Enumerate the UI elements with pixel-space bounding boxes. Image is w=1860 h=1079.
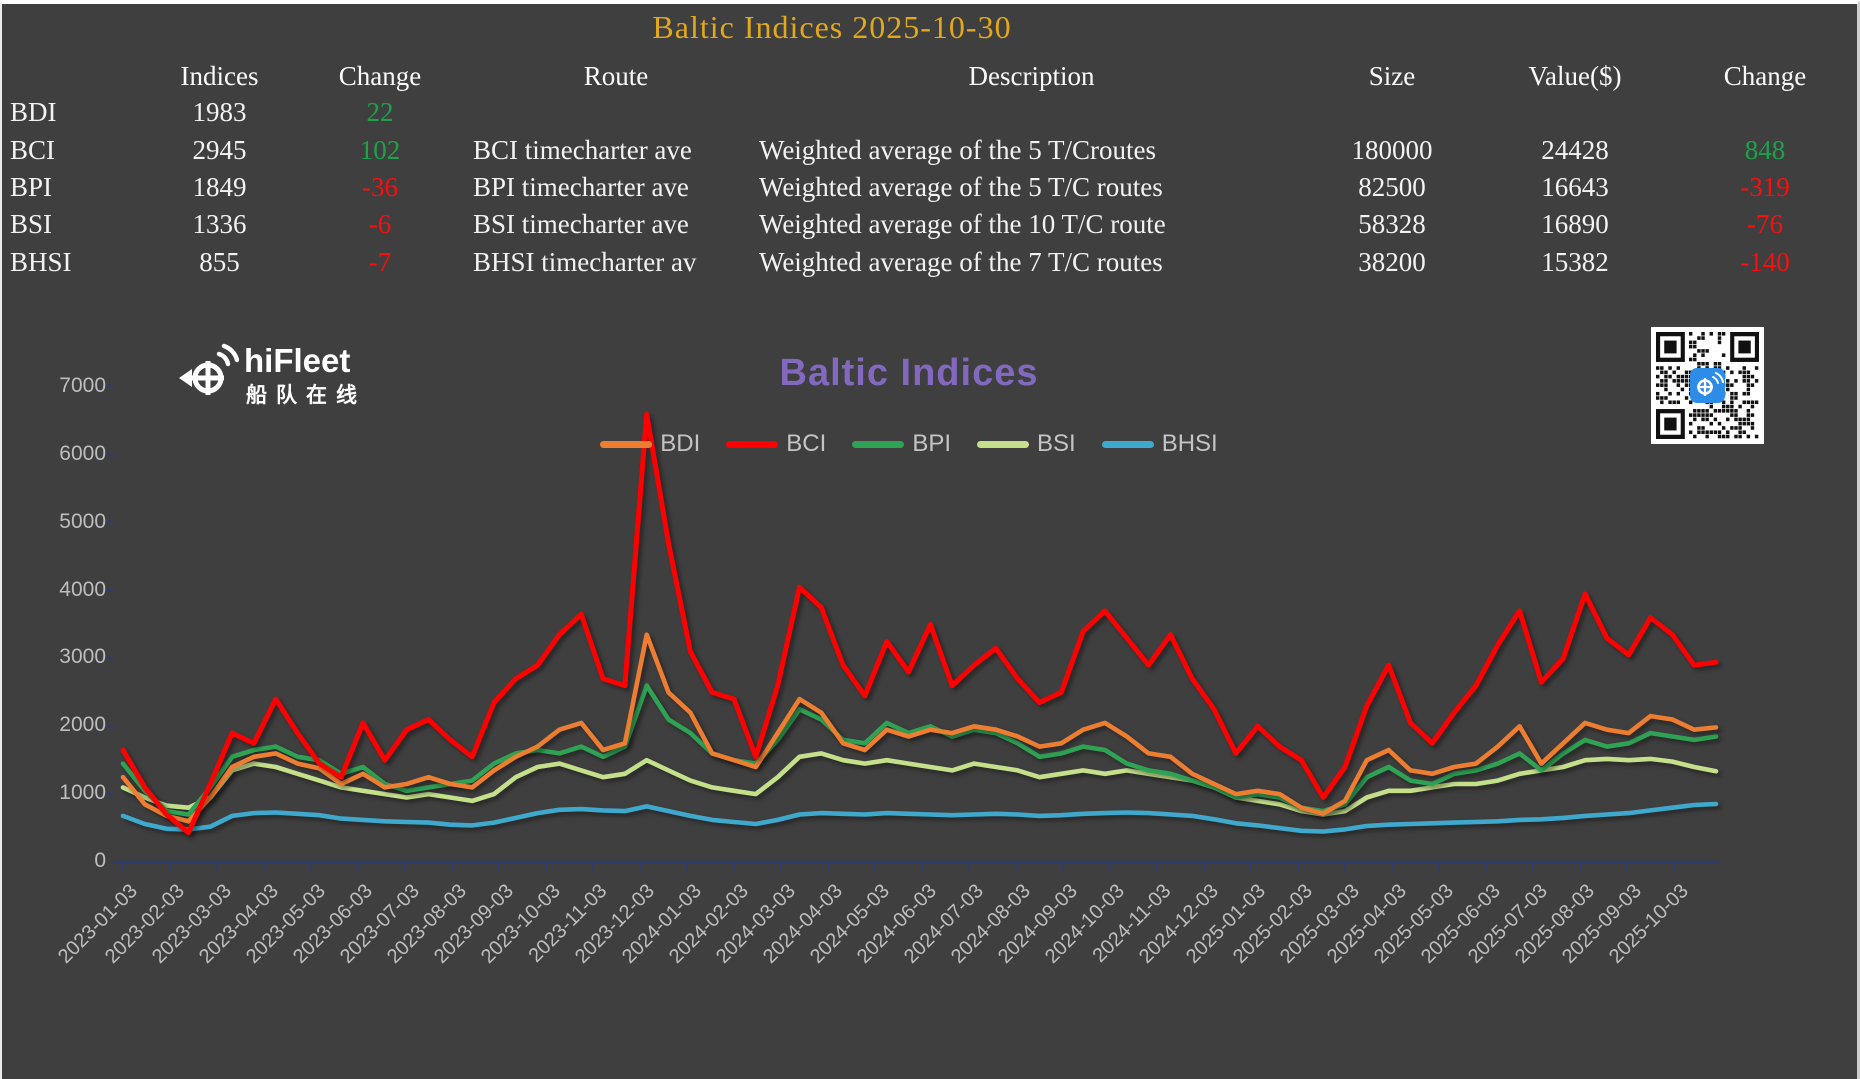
legend-label: BHSI [1161, 430, 1218, 457]
series-line-BPI [120, 683, 1719, 817]
hifleet-logo: hiFleet 船队在线 [177, 340, 477, 410]
row-size: 58328 [1358, 209, 1426, 239]
legend-item-BPI: BPI [852, 430, 951, 458]
series-line-BDI [120, 632, 1719, 824]
row-size: 180000 [1351, 135, 1433, 165]
row-size: 82500 [1358, 172, 1426, 202]
legend-marker-icon [852, 440, 905, 448]
row-value: 24428 [1541, 135, 1609, 165]
row-index-name: BSI [10, 209, 53, 239]
y-tick-label: 5000 [59, 509, 106, 533]
legend-label: BPI [912, 430, 951, 457]
legend-label: BSI [1037, 430, 1076, 457]
row-route: BCI timecharter ave [473, 135, 692, 165]
y-tick-label: 1000 [59, 781, 106, 805]
row-index-change: 22 [366, 97, 394, 127]
row-description: Weighted average of the 5 T/Croutes [759, 135, 1156, 165]
legend-item-BHSI: BHSI [1101, 430, 1218, 458]
row-index-name: BCI [10, 135, 56, 165]
row-size: 38200 [1358, 247, 1426, 277]
hifleet-logo-icon [179, 343, 240, 395]
row-index-value: 1849 [192, 172, 247, 202]
chart-legend: BDI BCI BPI BSI BHSI [2, 430, 1816, 458]
page-title: Baltic Indices 2025-10-30 [652, 9, 1012, 45]
col-header-size: Size [1368, 61, 1416, 91]
y-tick-label: 7000 [59, 374, 106, 397]
legend-marker-icon [726, 440, 779, 448]
col-header-indices: Indices [180, 61, 259, 91]
row-route: BPI timecharter ave [473, 172, 689, 202]
row-value: 15382 [1541, 247, 1609, 277]
chart-title: Baltic Indices [779, 352, 1039, 394]
row-description: Weighted average of the 7 T/C routes [759, 247, 1163, 277]
row-description: Weighted average of the 5 T/C routes [759, 172, 1163, 202]
row-index-value: 2945 [192, 135, 247, 165]
y-tick-label: 0 [94, 849, 106, 872]
table-row: BHSI 855 -7 BHSI timecharter av Weighted… [2, 244, 1857, 281]
row-description: Weighted average of the 10 T/C route [759, 209, 1166, 239]
legend-item-BDI: BDI [600, 430, 700, 458]
row-route: BSI timecharter ave [473, 209, 689, 239]
row-index-change: -36 [362, 172, 398, 202]
legend-label: BDI [660, 430, 701, 457]
col-header-value: Value($) [1528, 61, 1622, 91]
table-row: BCI 2945 102 BCI timecharter ave Weighte… [2, 132, 1857, 169]
y-tick-label: 3000 [59, 645, 106, 669]
row-index-name: BDI [10, 97, 57, 127]
logo-subtitle-text: 船队在线 [246, 384, 366, 407]
row-value-change: -140 [1740, 247, 1790, 277]
row-index-change: -6 [368, 209, 392, 239]
row-value-change: -319 [1740, 172, 1790, 202]
series-line-BHSI [120, 801, 1719, 834]
chart-plot-area [105, 386, 1720, 871]
row-route: BHSI timecharter av [473, 247, 697, 277]
table-row: BSI 1336 -6 BSI timecharter ave Weighted… [2, 206, 1857, 243]
col-header-value-change: Change [1723, 61, 1807, 91]
row-value: 16890 [1541, 209, 1609, 239]
logo-brand-text: hiFleet [244, 342, 351, 379]
legend-marker-icon [977, 440, 1029, 448]
legend-marker-icon [1101, 440, 1154, 448]
table-header-row: Indices Change Route Description Size Va… [2, 58, 1857, 95]
table-row: BPI 1849 -36 BPI timecharter ave Weighte… [2, 169, 1857, 206]
row-index-change: 102 [359, 135, 401, 165]
y-tick-label: 4000 [59, 577, 106, 601]
qr-code [1651, 327, 1764, 444]
row-index-change: -7 [368, 247, 392, 277]
col-header-description: Description [968, 61, 1095, 91]
row-index-name: BPI [10, 172, 53, 202]
legend-item-BSI: BSI [977, 430, 1076, 458]
series-line-BSI [120, 751, 1719, 817]
legend-marker-icon [600, 440, 653, 448]
legend-label: BCI [786, 430, 827, 457]
row-value-change: 848 [1744, 135, 1786, 165]
series-line-BCI [120, 411, 1719, 836]
y-tick-label: 2000 [59, 713, 106, 737]
row-value: 16643 [1541, 172, 1609, 202]
col-header-route: Route [583, 61, 649, 91]
row-index-name: BHSI [10, 247, 72, 277]
col-header-change: Change [338, 61, 422, 91]
legend-item-BCI: BCI [726, 430, 826, 458]
row-index-value: 1336 [192, 209, 247, 239]
row-index-value: 1983 [192, 97, 247, 127]
row-index-value: 855 [199, 247, 240, 277]
row-value-change: -76 [1747, 209, 1783, 239]
y-tick-label: 6000 [59, 441, 106, 465]
table-row: BDI 1983 22 [2, 94, 1857, 131]
